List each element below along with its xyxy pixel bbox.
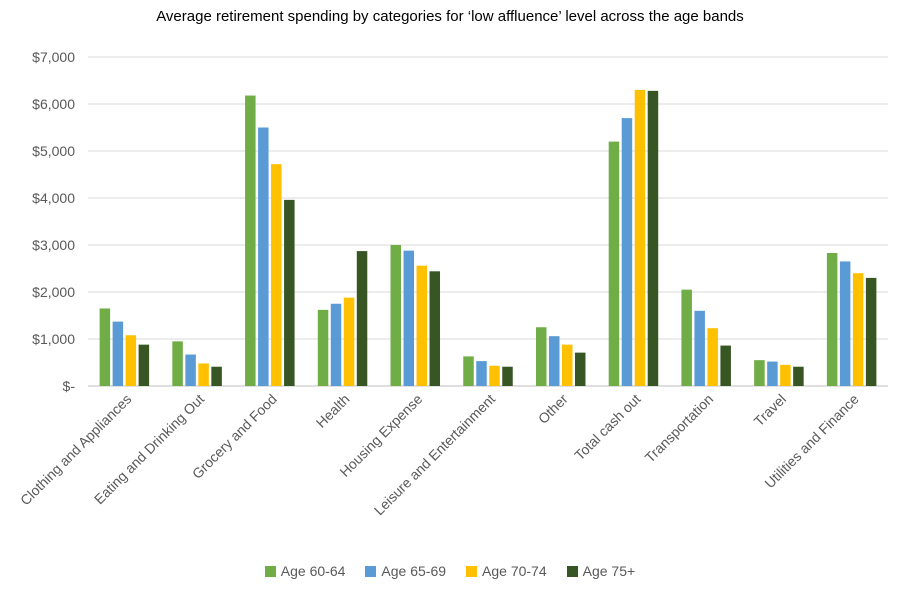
y-tick-label: $4,000: [32, 190, 75, 206]
bar: [245, 95, 256, 386]
bar: [720, 345, 731, 386]
bar: [317, 309, 329, 386]
legend-label: Age 65-69: [381, 563, 447, 579]
legend-swatch: [466, 565, 478, 577]
bar: [198, 363, 209, 386]
bar: [826, 252, 838, 386]
bar: [621, 118, 633, 386]
bar: [172, 341, 183, 386]
x-tick-label: Total cash out: [571, 391, 643, 463]
x-tick-label: Leisure and Entertainment: [371, 391, 499, 519]
bar: [634, 89, 646, 387]
bar: [403, 250, 415, 386]
legend-swatch: [566, 565, 578, 577]
bar: [535, 327, 547, 386]
bar: [681, 289, 692, 386]
bar: [390, 245, 402, 386]
y-tick-label: $1,000: [32, 331, 75, 347]
y-tick-label: $-: [63, 378, 76, 394]
x-tick-label: Health: [313, 391, 353, 431]
bar: [694, 310, 705, 386]
bar: [138, 344, 150, 386]
legend-label: Age 60-64: [280, 563, 346, 579]
bar: [502, 366, 513, 386]
bar: [330, 303, 342, 386]
bar: [284, 199, 295, 386]
bar: [112, 321, 124, 386]
legend-item: Age 60-64: [264, 563, 346, 579]
bar: [185, 354, 196, 386]
chart-title: Average retirement spending by categorie…: [156, 8, 744, 25]
bar: [258, 127, 269, 386]
bar: [561, 344, 573, 386]
bar: [839, 261, 851, 386]
bar: [416, 265, 428, 386]
bar: [125, 335, 137, 386]
bar: [793, 366, 804, 386]
x-tick-label: Travel: [751, 391, 789, 429]
bar: [707, 328, 718, 386]
bar: [780, 364, 791, 386]
legend-item: Age 70-74: [466, 563, 547, 579]
legend-swatch: [365, 565, 377, 577]
bar: [463, 356, 474, 386]
bar: [608, 141, 620, 386]
y-tick-label: $2,000: [32, 284, 75, 300]
y-tick-label: $7,000: [32, 49, 75, 65]
bar: [548, 336, 560, 386]
legend-item: Age 75+: [566, 563, 636, 579]
bar: [754, 360, 765, 386]
legend-item: Age 65-69: [365, 563, 446, 579]
bar: [429, 271, 441, 386]
x-tick-label: Other: [535, 391, 571, 427]
bar: [356, 251, 368, 386]
legend-label: Age 75+: [582, 563, 636, 579]
y-tick-label: $5,000: [32, 143, 75, 159]
bar: [343, 297, 355, 386]
bar: [574, 352, 586, 386]
x-tick-label: Transportation: [642, 391, 717, 466]
y-tick-label: $6,000: [32, 96, 75, 112]
legend-label: Age 70-74: [482, 563, 547, 579]
bar: [865, 277, 877, 386]
bar: [647, 90, 659, 386]
bar: [271, 164, 282, 386]
bar: [476, 361, 487, 386]
legend-swatch: [264, 565, 276, 577]
bar: [489, 365, 500, 386]
legend: Age 60-64 Age 65-69 Age 70-74 Age 75+: [0, 563, 900, 579]
chart-plot: $- $1,000 $2,000 $3,000 $4,000 $5,000 $6,000 $7…: [17, 49, 888, 519]
bar: [852, 273, 864, 386]
bar: [767, 361, 778, 386]
bar: [211, 366, 222, 386]
y-tick-label: $3,000: [32, 237, 75, 253]
bar: [99, 308, 111, 386]
